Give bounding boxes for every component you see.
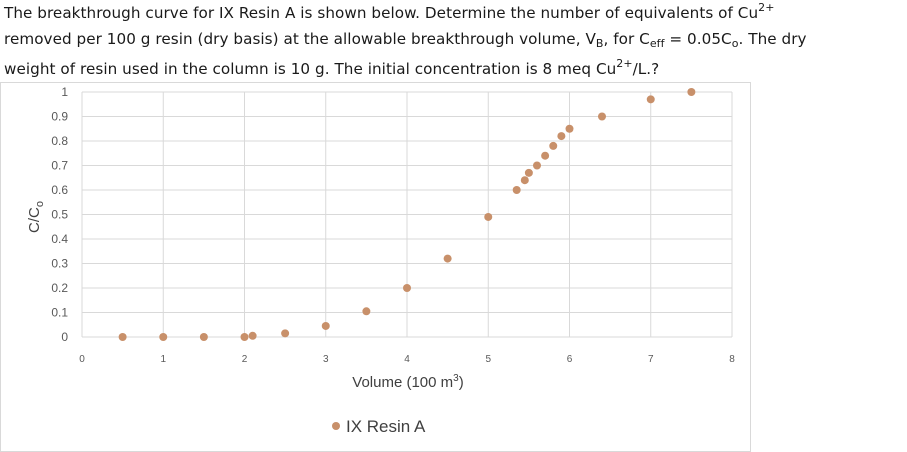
question-text: The breakthrough curve for IX Resin A is… <box>4 0 904 82</box>
data-point <box>598 112 606 121</box>
x-tick-labels: 0 1 2 3 4 5 6 7 8 <box>79 354 735 365</box>
chart-frame <box>0 82 751 452</box>
legend: IX Resin A <box>332 417 426 436</box>
x-tick-label: 3 <box>323 354 329 365</box>
data-point <box>557 132 566 141</box>
data-point <box>118 333 127 341</box>
x-axis-label: Volume (100 m3) <box>352 373 463 391</box>
y-tick-labels: 0 0.1 0.2 0.3 0.4 0.5 0.6 0.7 0.8 0.9 1 <box>51 85 68 344</box>
y-tick-label: 0.3 <box>51 257 68 271</box>
data-point <box>362 307 371 316</box>
y-tick-label: 0.5 <box>51 208 68 222</box>
x-tick-label: 7 <box>648 354 654 365</box>
data-point <box>687 88 696 96</box>
y-tick-label: 0.2 <box>51 281 68 295</box>
x-tick-label: 8 <box>729 354 735 365</box>
data-point <box>549 141 558 150</box>
legend-label: IX Resin A <box>346 417 426 436</box>
data-point <box>646 95 655 104</box>
y-axis-label: C/Co <box>26 201 46 233</box>
data-point <box>512 186 521 194</box>
x-tick-label: 5 <box>485 354 491 365</box>
y-tick-label: 1 <box>61 85 68 99</box>
data-point <box>541 151 550 160</box>
data-point <box>565 124 574 133</box>
y-tick-label: 0.7 <box>51 159 68 173</box>
x-tick-label: 6 <box>567 354 573 365</box>
legend-marker <box>332 422 340 430</box>
y-tick-label: 0.8 <box>51 134 68 148</box>
data-point <box>533 161 541 170</box>
x-tick-label: 1 <box>160 354 166 365</box>
data-point <box>159 333 168 341</box>
data-point <box>248 331 257 340</box>
y-tick-label: 0.9 <box>51 110 68 124</box>
data-point <box>403 284 411 292</box>
series-ix-resin-a <box>118 88 696 341</box>
question-line-1: The breakthrough curve for IX Resin A is… <box>4 1 775 22</box>
x-tick-label: 0 <box>79 354 85 365</box>
y-tick-label: 0 <box>61 330 68 344</box>
data-point <box>199 333 208 341</box>
data-point <box>443 254 452 263</box>
question-line-3: weight of resin used in the column is 10… <box>4 57 660 78</box>
x-tick-label: 2 <box>242 354 248 365</box>
question-line-2: removed per 100 g resin (dry basis) at t… <box>4 30 807 50</box>
data-point <box>484 212 493 221</box>
x-tick-label: 4 <box>404 354 410 365</box>
y-tick-label: 0.6 <box>51 183 68 197</box>
data-point <box>240 333 249 341</box>
data-point <box>520 176 529 185</box>
data-point <box>321 321 330 330</box>
gridlines <box>81 91 733 338</box>
y-tick-label: 0.4 <box>51 232 68 246</box>
data-point <box>281 329 290 338</box>
y-tick-label: 0.1 <box>51 306 68 320</box>
data-point <box>524 168 533 177</box>
